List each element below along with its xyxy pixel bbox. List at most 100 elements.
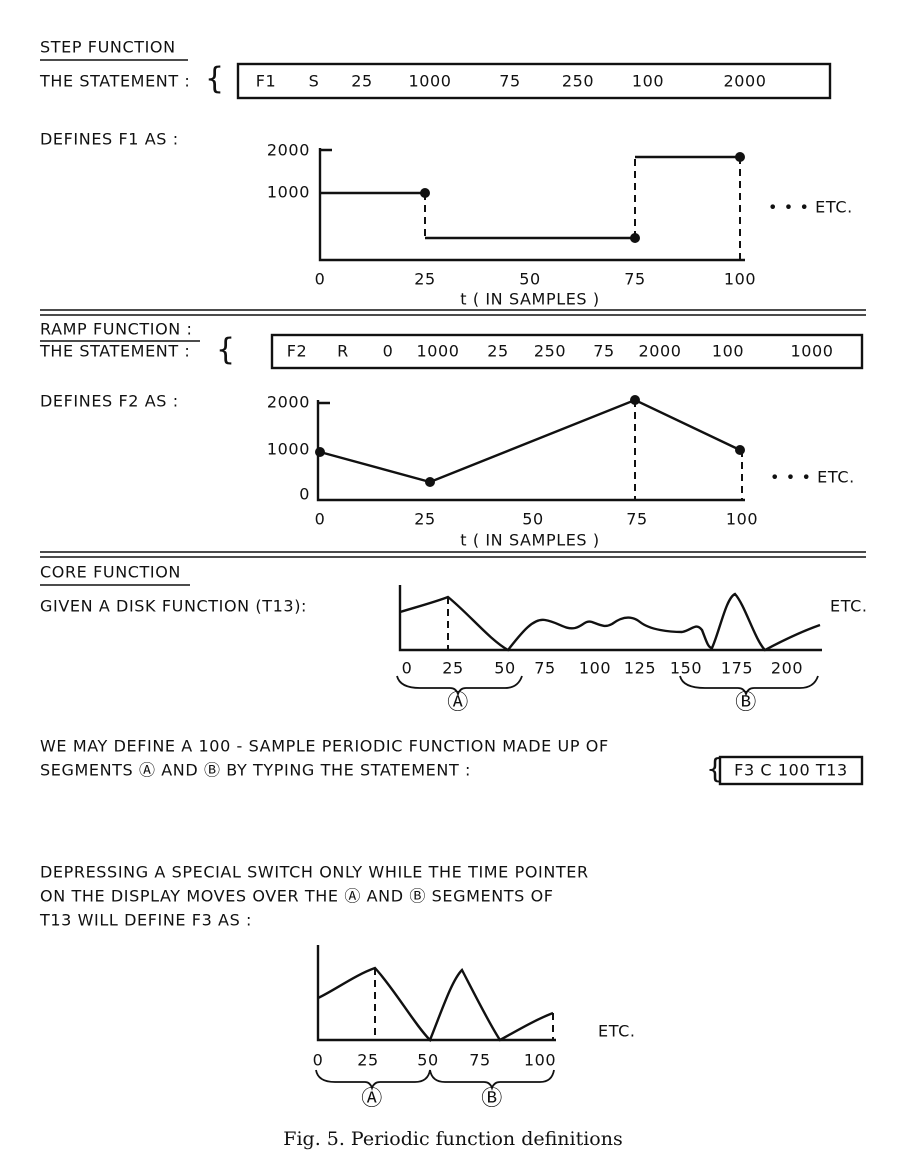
statement-token: 2000 xyxy=(723,72,766,91)
x-tick-label: 50 xyxy=(519,270,541,289)
x-tick-label: 100 xyxy=(726,510,758,529)
x-tick-label: 125 xyxy=(624,659,656,678)
dashed-line xyxy=(634,400,743,500)
paragraph-line: DEPRESSING A SPECIAL SWITCH ONLY WHILE T… xyxy=(40,863,589,882)
x-tick-label: 100 xyxy=(579,659,611,678)
section-heading: STEP FUNCTION xyxy=(40,38,176,57)
x-tick-label: 150 xyxy=(670,659,702,678)
defines-label: DEFINES F1 AS : xyxy=(40,130,179,149)
statement-token: F2 xyxy=(287,342,308,361)
y-tick-label: 2000 xyxy=(267,393,310,412)
brace: { xyxy=(205,62,225,97)
x-tick-label: 0 xyxy=(315,510,326,529)
defines-label: DEFINES F2 AS : xyxy=(40,392,179,411)
statement-token: 250 xyxy=(534,342,566,361)
statement-token: 1000 xyxy=(790,342,833,361)
x-tick-label: 0 xyxy=(402,659,413,678)
statement-token: 250 xyxy=(562,72,594,91)
point xyxy=(315,447,325,457)
point xyxy=(630,395,640,405)
statement-token: 75 xyxy=(593,342,615,361)
bracket xyxy=(679,675,819,697)
disk-curve xyxy=(399,592,821,652)
x-tick-label: 0 xyxy=(313,1051,324,1070)
statement-label: THE STATEMENT : xyxy=(39,72,190,91)
x-tick-label: 50 xyxy=(522,510,544,529)
statement-box xyxy=(270,333,864,370)
statement-token: 75 xyxy=(499,72,521,91)
statement-box xyxy=(236,62,832,100)
x-tick-label: 75 xyxy=(534,659,556,678)
result-curve xyxy=(317,966,554,1043)
x-axis-label: t ( IN SAMPLES ) xyxy=(460,290,599,309)
point xyxy=(630,233,640,243)
point xyxy=(735,152,745,162)
etc-label: ETC. xyxy=(598,1022,636,1041)
point xyxy=(420,188,430,198)
axes xyxy=(318,148,745,262)
x-tick-label: 200 xyxy=(771,659,803,678)
segment-label: Ⓐ xyxy=(447,690,469,714)
statement-token: 1000 xyxy=(416,342,459,361)
y-tick-label: 2000 xyxy=(267,141,310,160)
etc-label: • • • ETC. xyxy=(770,468,855,487)
statement-token: 100 xyxy=(712,342,744,361)
y-tick-label: 1000 xyxy=(267,440,310,459)
section-heading: CORE FUNCTION xyxy=(40,563,181,582)
statement-token: 1000 xyxy=(408,72,451,91)
statement-token: S xyxy=(309,72,320,91)
statement-token: 25 xyxy=(351,72,373,91)
section-heading: RAMP FUNCTION : xyxy=(40,320,193,339)
x-tick-label: 100 xyxy=(524,1051,556,1070)
x-tick-label: 75 xyxy=(469,1051,491,1070)
x-tick-label: 100 xyxy=(724,270,756,289)
divider xyxy=(40,309,866,316)
paragraph-line: WE MAY DEFINE A 100 - SAMPLE PERIODIC FU… xyxy=(40,737,609,756)
paragraph-line: T13 WILL DEFINE F3 AS : xyxy=(39,911,252,930)
divider xyxy=(40,551,866,558)
paragraph-line: SEGMENTS Ⓐ AND Ⓑ BY TYPING THE STATEMENT… xyxy=(40,761,471,780)
statement-label: THE STATEMENT : xyxy=(39,342,190,361)
y-tick-label: 0 xyxy=(299,485,310,504)
statement: F3 C 100 T13 xyxy=(734,761,848,780)
y-tick-label: 1000 xyxy=(267,183,310,202)
dashed-line xyxy=(374,968,554,1040)
statement-token: 0 xyxy=(383,342,394,361)
segment-label: Ⓑ xyxy=(735,690,757,714)
segment-label: Ⓑ xyxy=(481,1086,503,1110)
point xyxy=(425,477,435,487)
point xyxy=(735,445,745,455)
segment-label: Ⓐ xyxy=(361,1086,383,1110)
x-axis-label: t ( IN SAMPLES ) xyxy=(460,531,599,550)
x-tick-label: 25 xyxy=(442,659,464,678)
x-tick-label: 0 xyxy=(315,270,326,289)
x-tick-label: 75 xyxy=(624,270,646,289)
ramp-curve xyxy=(319,398,741,484)
bracket xyxy=(396,675,523,697)
x-tick-label: 25 xyxy=(414,270,436,289)
bracket xyxy=(315,1069,555,1091)
x-tick-label: 50 xyxy=(417,1051,439,1070)
axes xyxy=(316,400,745,502)
etc-label: ETC. xyxy=(830,597,868,616)
statement-token: F1 xyxy=(256,72,277,91)
axes xyxy=(316,945,556,1042)
x-tick-label: 25 xyxy=(414,510,436,529)
statement-token: R xyxy=(337,342,349,361)
x-tick-label: 175 xyxy=(721,659,753,678)
dashed-line xyxy=(424,157,741,260)
brace: { xyxy=(216,333,236,368)
axes xyxy=(398,585,822,652)
statement-token: 100 xyxy=(632,72,664,91)
x-tick-label: 50 xyxy=(494,659,516,678)
step-curve xyxy=(320,155,740,240)
given-label: GIVEN A DISK FUNCTION (T13): xyxy=(40,597,307,616)
x-tick-label: 25 xyxy=(357,1051,379,1070)
etc-label: • • • ETC. xyxy=(768,198,853,217)
caption: Fig. 5. Periodic function definitions xyxy=(283,1128,622,1150)
statement-token: 25 xyxy=(487,342,509,361)
statement-token: 2000 xyxy=(638,342,681,361)
paragraph-line: ON THE DISPLAY MOVES OVER THE Ⓐ AND Ⓑ SE… xyxy=(40,887,554,906)
